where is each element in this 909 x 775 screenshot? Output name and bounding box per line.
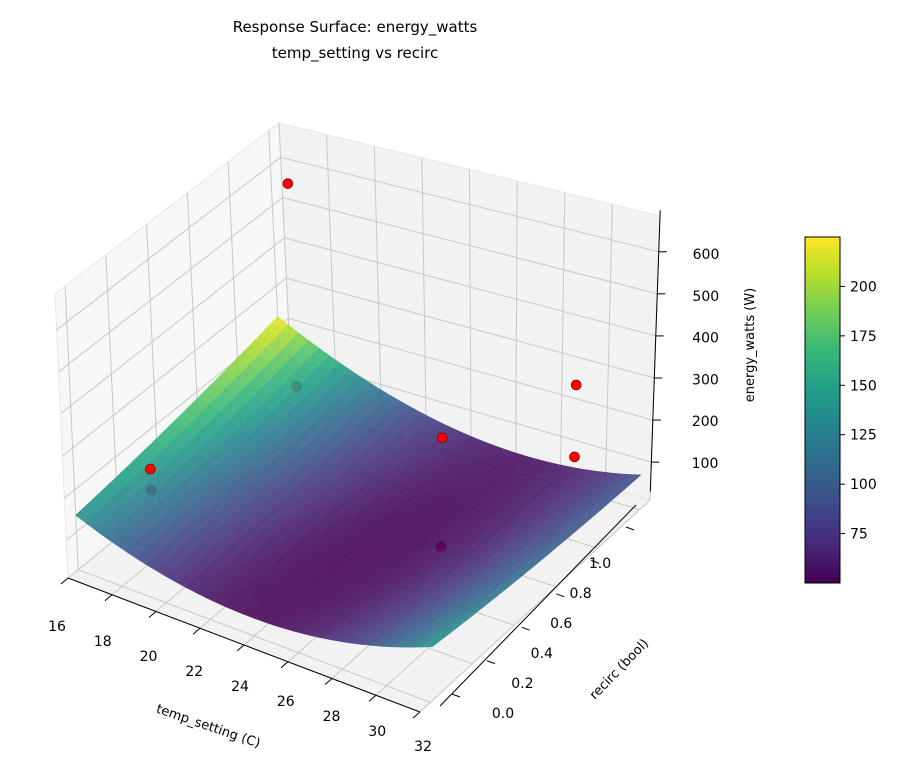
y-tick-label: 0.4 (531, 646, 553, 662)
x-tick-label: 26 (277, 694, 295, 710)
y-tick-label: 0.0 (492, 706, 514, 722)
colorbar-tick-label: 200 (850, 279, 877, 295)
x-tick-label: 18 (94, 634, 112, 650)
colorbar-tick-label: 150 (850, 378, 877, 394)
response-surface (75, 316, 642, 648)
z-tick-label: 600 (693, 247, 720, 263)
z-gridline (58, 196, 658, 373)
z-tick-label: 400 (692, 331, 719, 347)
x-tick (236, 644, 245, 652)
z-gridline (56, 156, 659, 331)
y-tick (591, 559, 600, 564)
x-tick-label: 20 (140, 649, 158, 665)
x-tick (104, 594, 113, 602)
chart-subtitle: temp_setting vs recirc (272, 44, 439, 63)
x-tick (192, 627, 201, 635)
colorbar-gradient (804, 236, 841, 584)
colorbar-tick-label: 100 (850, 477, 877, 493)
x-tick-label: 24 (231, 679, 249, 695)
x-tick (60, 577, 69, 585)
colorbar-tick-label: 125 (850, 428, 877, 444)
axes: 16 18 20 22 24 26 28 30 32 0.0 0.2 0.4 0.6 0.8 1.0 100 2… (48, 210, 719, 755)
chart-title: Response Surface: energy_watts (233, 18, 478, 37)
z-tick-label: 100 (692, 456, 719, 472)
x-tick-label: 30 (368, 724, 386, 740)
y-tick (486, 660, 495, 665)
x-axis-label: temp_setting (C) (154, 702, 262, 752)
y-tick (625, 526, 635, 531)
y-tick (521, 626, 530, 631)
y-gridline (64, 286, 431, 703)
x-tick (148, 611, 157, 618)
z-gridline (60, 237, 656, 415)
colorbar: 75 100 125 150 175 200 (804, 236, 877, 584)
z-gridline (62, 277, 655, 457)
z-axis-line (649, 210, 661, 492)
surface-patch (421, 641, 440, 648)
z-tick-label: 500 (692, 289, 719, 305)
data-point (569, 451, 580, 463)
colorbar-tick-label: 75 (850, 527, 868, 543)
z-tick-label: 200 (692, 414, 719, 430)
data-point (436, 432, 448, 444)
y-tick-label: 0.8 (569, 586, 591, 602)
x-tick (280, 661, 289, 669)
y-tick-label: 1.0 (589, 556, 611, 572)
x-tick (412, 711, 421, 719)
y-axis-line (439, 504, 637, 707)
x-tick-label: 28 (323, 709, 341, 725)
colorbar-tick-label: 175 (850, 329, 877, 345)
data-point (570, 379, 582, 391)
data-point (282, 178, 294, 189)
z-gridline (63, 317, 653, 499)
y-tick (451, 693, 461, 698)
z-axis-label: energy_watts (W) (743, 288, 758, 403)
y-axis-label: recirc (bool) (587, 636, 652, 703)
x-tick (324, 678, 333, 685)
y-tick (556, 593, 565, 598)
x-tick-label: 22 (185, 664, 203, 680)
z-tick-label: 300 (692, 372, 719, 388)
points-above-surface (145, 178, 582, 475)
y-tick-label: 0.6 (550, 616, 572, 632)
data-point (145, 463, 156, 475)
x-tick-label: 32 (414, 739, 432, 755)
x-tick-label: 16 (48, 619, 66, 635)
y-tick-label: 0.2 (511, 676, 533, 692)
x-tick (368, 694, 377, 702)
